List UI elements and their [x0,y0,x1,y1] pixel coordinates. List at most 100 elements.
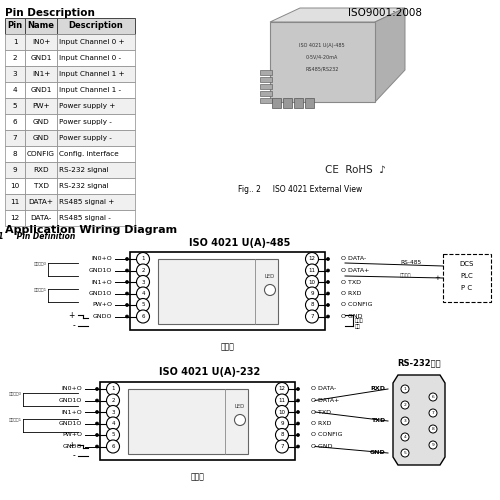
Text: O DATA-: O DATA- [311,386,336,392]
Text: PW+: PW+ [32,103,50,109]
Circle shape [401,417,409,425]
Circle shape [136,287,149,300]
Text: Input Channel 0 -: Input Channel 0 - [59,55,121,61]
Text: Power supply +: Power supply + [59,103,116,109]
Bar [57,18,135,34]
Circle shape [106,382,120,396]
Text: DCS: DCS [460,261,474,267]
Text: IN0+: IN0+ [32,39,50,45]
Circle shape [136,276,149,288]
Text: 6: 6 [432,395,434,399]
Circle shape [106,394,120,407]
Text: ISO9001:2008: ISO9001:2008 [348,8,422,18]
Circle shape [296,445,300,448]
Circle shape [106,440,120,453]
Text: O DATA+: O DATA+ [311,398,340,403]
Bar [57,146,135,162]
Circle shape [429,393,437,401]
Bar [5,82,25,98]
Text: Power supply -: Power supply - [59,135,112,141]
Text: O RXD: O RXD [341,291,361,296]
Circle shape [326,304,330,306]
Bar [25,50,57,66]
Text: Application Wiring Diagram: Application Wiring Diagram [5,225,177,235]
Text: RXD: RXD [370,386,385,392]
Text: GND: GND [32,135,50,141]
Text: -: - [72,452,75,460]
Text: 顶视图: 顶视图 [220,342,234,351]
Bar [57,98,135,114]
Text: 10: 10 [308,280,316,284]
Bar [25,162,57,178]
Text: 6: 6 [12,119,18,125]
Bar [25,114,57,130]
Circle shape [326,292,330,295]
Bar [294,98,303,108]
Bar [5,66,25,82]
Text: 8: 8 [12,151,18,157]
Bar [5,178,25,194]
Text: 中间通道: 中间通道 [400,274,411,278]
Bar [305,98,314,108]
Bar [260,77,272,82]
Text: +: + [434,275,440,281]
Text: 输入通道1: 输入通道1 [34,287,46,291]
Text: IN1+O: IN1+O [91,280,112,284]
Bar [25,98,57,114]
Circle shape [126,315,128,318]
Bar [57,194,135,210]
Circle shape [276,394,288,407]
Circle shape [106,428,120,442]
Text: RS-232接口: RS-232接口 [397,358,441,367]
Circle shape [429,441,437,449]
Text: ISO 4021 U(A)-232: ISO 4021 U(A)-232 [160,367,260,377]
Bar [128,389,248,454]
Circle shape [126,258,128,260]
Bar [260,98,272,103]
Text: P C: P C [462,285,472,291]
Bar [5,98,25,114]
Bar [5,194,25,210]
Bar [130,252,325,330]
Text: CE  RoHS  ♪: CE RoHS ♪ [324,165,386,175]
Text: 11: 11 [278,398,285,403]
Text: 12: 12 [278,386,285,392]
Text: RS-485: RS-485 [400,260,421,266]
Text: Description: Description [68,22,124,30]
Text: 0-5V/4-20mA: 0-5V/4-20mA [306,54,338,60]
Circle shape [276,382,288,396]
Circle shape [96,399,98,402]
Circle shape [401,401,409,409]
Text: LED: LED [235,404,245,409]
Circle shape [96,422,98,425]
Text: IN1+: IN1+ [32,71,50,77]
Text: 5: 5 [12,103,18,109]
Circle shape [296,388,300,390]
Text: 9: 9 [432,443,434,447]
Bar [5,50,25,66]
Text: PW+O: PW+O [62,432,82,438]
Bar [57,130,135,146]
Bar [272,98,281,108]
Text: PW+O: PW+O [92,302,112,308]
Text: GND1O: GND1O [58,398,82,403]
Circle shape [136,252,149,266]
Text: 输入通道0: 输入通道0 [8,391,22,395]
Text: 5: 5 [142,302,145,308]
Text: Config. interface: Config. interface [59,151,119,157]
Circle shape [106,417,120,430]
Text: 1: 1 [142,256,145,262]
Text: DATA+: DATA+ [28,199,54,205]
Text: RS485/RS232: RS485/RS232 [306,66,338,71]
Text: 12: 12 [308,256,316,262]
Text: 顶视图: 顶视图 [190,472,204,481]
Polygon shape [375,8,405,102]
Circle shape [276,417,288,430]
Text: 10: 10 [10,183,20,189]
Circle shape [136,298,149,312]
Text: Form 1     Pin Definition: Form 1 Pin Definition [0,232,76,241]
Circle shape [306,298,318,312]
Text: 4: 4 [12,87,18,93]
Text: 11: 11 [10,199,20,205]
Text: 3: 3 [142,280,145,284]
